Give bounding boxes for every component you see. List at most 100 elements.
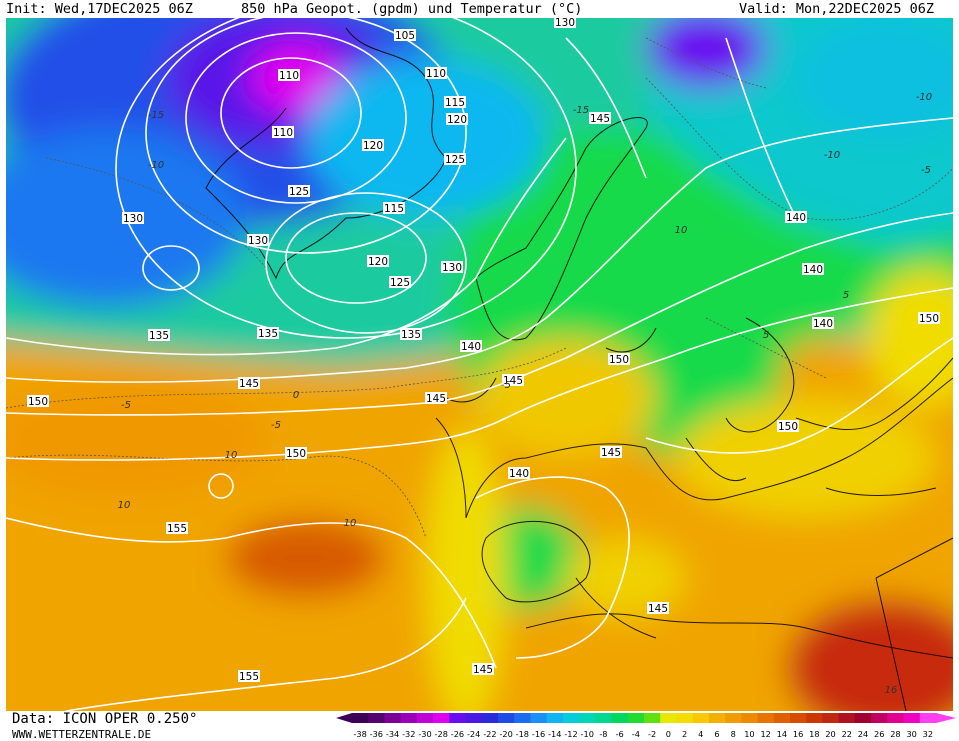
scale-tick-label: 8 [731,729,736,739]
scale-swatch [660,713,677,723]
temperature-label: -5 [271,420,281,431]
temperature-label: 0 [293,390,299,401]
geopotential-label: 125 [288,185,310,198]
geopotential-label: 120 [362,139,384,152]
svg-text:130: 130 [248,235,268,247]
svg-text:155: 155 [239,671,259,683]
scale-swatch [854,713,872,723]
scale-tick-label: 22 [842,729,852,739]
scale-arrow-right [936,713,956,723]
svg-text:130: 130 [442,262,462,274]
temperature-label: -10 [916,92,932,103]
scale-tick-label: -36 [370,729,383,739]
scale-arrow-left [336,713,352,723]
scale-swatch [644,713,661,723]
scale-swatch [465,713,483,723]
geopotential-label: 115 [383,202,405,215]
svg-text:145: 145 [473,664,493,676]
scale-swatch [514,713,531,723]
geopotential-label: 135 [257,327,279,340]
svg-text:110: 110 [279,70,299,82]
website-label: WWW.WETTERZENTRALE.DE [12,728,152,741]
scale-swatch [400,713,418,723]
scale-swatch [416,713,434,723]
geopotential-label: 110 [278,69,300,82]
svg-text:140: 140 [786,212,806,224]
geopotential-label: 110 [272,126,294,139]
temperature-label: 16 [885,685,898,696]
temperature-label: -10 [824,150,840,161]
scale-tick-label: -26 [451,729,464,739]
svg-text:150: 150 [28,396,48,408]
svg-text:130: 130 [123,213,143,225]
init-time: Init: Wed,17DEC2025 06Z [6,1,193,17]
scale-tick-label: -28 [435,729,448,739]
svg-text:115: 115 [445,97,465,109]
geopotential-label: 150 [608,353,630,366]
scale-tick-label: 10 [744,729,754,739]
header-bar: Init: Wed,17DEC2025 06Z 850 hPa Geopot. … [0,0,959,18]
temperature-contours [6,37,953,539]
geopotential-label: 150 [918,312,940,325]
scale-swatch [676,713,694,723]
scale-swatch [449,713,466,723]
scale-tick-label: 18 [809,729,819,739]
scale-swatch [773,713,791,723]
scale-tick-label: -34 [386,729,399,739]
svg-text:125: 125 [289,186,309,198]
scale-swatch [352,713,369,723]
scale-tick-label: -6 [616,729,624,739]
scale-tick-label: -12 [564,729,577,739]
svg-text:150: 150 [286,448,306,460]
geopotential-label: 120 [446,113,468,126]
scale-swatch [530,713,548,723]
svg-text:120: 120 [447,114,467,126]
temperature-label: 10 [675,225,688,236]
scale-tick-label: -20 [499,729,512,739]
scale-tick-label: -24 [467,729,480,739]
svg-text:145: 145 [503,375,523,387]
scale-tick-label: 12 [760,729,770,739]
scale-swatch [903,713,921,723]
scale-swatch [790,713,807,723]
scale-tick-label: 2 [682,729,687,739]
scale-tick-label: -16 [532,729,545,739]
scale-tick-label: 26 [874,729,884,739]
scale-swatch [757,713,775,723]
scale-tick-label: -32 [402,729,415,739]
temperature-field [6,18,953,711]
geopotential-label: 140 [802,263,824,276]
temperature-label: -15 [573,105,589,116]
geopotential-label: 140 [508,467,530,480]
svg-text:135: 135 [258,328,278,340]
svg-text:145: 145 [601,447,621,459]
chart-title: 850 hPa Geopot. (gpdm) und Temperatur (°… [241,1,583,17]
geopotential-label: 140 [812,317,834,330]
temperature-label: -5 [921,165,931,176]
scale-tick-label: 32 [923,729,933,739]
svg-text:140: 140 [461,341,481,353]
scale-tick-label: 4 [698,729,703,739]
geopotential-label: 140 [785,211,807,224]
geopotential-label: 150 [285,447,307,460]
geopotential-label: 150 [27,395,49,408]
scale-swatch [579,713,596,723]
geopotential-label: 130 [554,18,576,29]
scale-swatch [806,713,823,723]
geopotential-label: 155 [238,670,260,683]
scale-tick-label: -8 [599,729,607,739]
scale-swatch [692,713,710,723]
svg-text:105: 105 [395,30,415,42]
temperature-label: 5 [763,330,769,341]
geopotential-label: 145 [600,446,622,459]
svg-text:110: 110 [426,68,446,80]
geopotential-label: 130 [247,234,269,247]
geopotential-label: 130 [441,261,463,274]
valid-time: Valid: Mon,22DEC2025 06Z [739,1,935,17]
geopotential-label: 150 [777,420,799,433]
scale-swatch [433,713,450,723]
geopotential-label: 130 [122,212,144,225]
scale-swatch [838,713,856,723]
